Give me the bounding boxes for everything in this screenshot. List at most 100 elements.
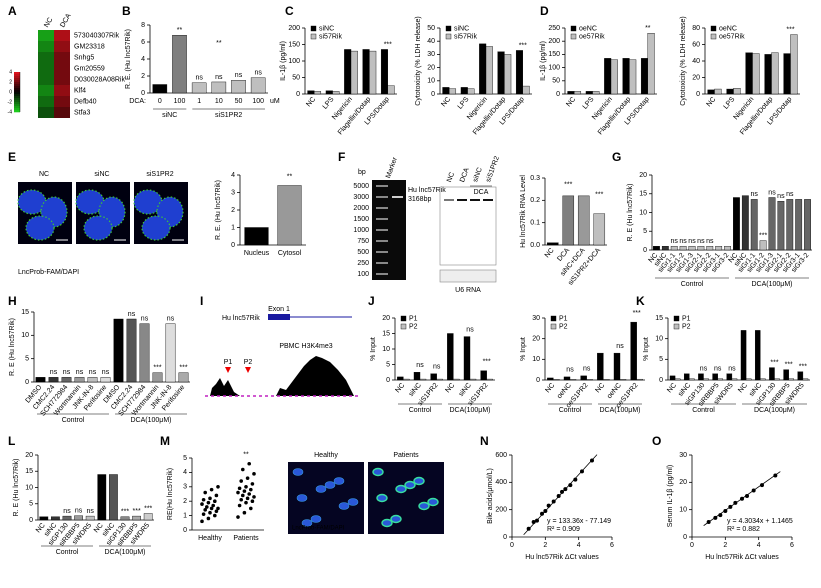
panel-letter: N: [480, 434, 489, 448]
y-tick-label: 10: [427, 78, 435, 85]
y-tick-label: 100: [288, 58, 300, 65]
significance: **: [287, 173, 293, 180]
legend-swatch: [445, 25, 452, 32]
bar: [640, 58, 649, 95]
significance: ***: [785, 362, 793, 369]
colorbar-step: [14, 82, 20, 85]
significance: ***: [786, 26, 794, 33]
bar: [585, 91, 593, 95]
bar: [752, 53, 760, 95]
bar: [244, 227, 269, 246]
y-tick-label: 20: [639, 172, 647, 179]
primer-label: P1: [224, 359, 233, 366]
panel-letter: I: [200, 294, 203, 308]
panel-letter: C: [285, 4, 294, 18]
y-tick-label: 200: [288, 25, 300, 32]
y-axis-label: Cytotoxicity (% LDH release): [680, 16, 687, 105]
image-caption: LncProb-FAM/DAPI: [292, 526, 345, 532]
gel-frame: [439, 186, 497, 266]
y-tick-label: 0.2: [530, 197, 540, 204]
significance: ns: [679, 238, 687, 245]
bar: [769, 367, 775, 381]
bar: [750, 199, 758, 251]
y-tick-label: 80: [692, 25, 700, 32]
significance: ns: [583, 366, 591, 373]
bar: [486, 378, 493, 381]
bar: [679, 246, 687, 251]
heatmap-cell: [38, 63, 54, 74]
x-tick-label: 6: [610, 542, 614, 549]
dot: [237, 503, 242, 508]
significance: ns: [697, 238, 705, 245]
dot: [208, 496, 212, 501]
y-tick-label: 250: [548, 25, 560, 32]
image-title: siS1PR2: [146, 171, 173, 178]
ladder-size: 1000: [353, 227, 369, 234]
significance: ***: [770, 359, 778, 366]
y-tick-label: 0: [643, 247, 647, 254]
group-label: DCA(100μM): [131, 417, 172, 424]
x-tick-label: LPS: [723, 96, 737, 111]
bar: [683, 373, 690, 381]
dot: [242, 489, 247, 493]
x-tick-label: NC: [728, 252, 740, 264]
bar: [760, 378, 766, 381]
significance: ***: [564, 182, 572, 189]
colorbar-step: [14, 90, 20, 93]
y-tick-label: 0.3: [530, 175, 540, 182]
colorbar-step: [14, 100, 20, 103]
bar: [504, 54, 512, 95]
y-axis-label: % Input: [520, 337, 527, 361]
bar: [332, 91, 340, 95]
significance: ***: [483, 359, 491, 366]
ladder-size: 3000: [353, 194, 369, 201]
x-tick-label: Cytosol: [278, 250, 302, 257]
bar: [546, 242, 559, 246]
cell: [347, 498, 359, 506]
dot: [236, 490, 240, 495]
bar: [622, 58, 630, 95]
dot: [211, 503, 215, 508]
colorbar-tick-label: 0: [9, 89, 12, 95]
legend-swatch: [710, 33, 717, 40]
bar: [132, 515, 141, 521]
x-tick-label: NC: [648, 252, 660, 264]
x-tick-label: 6: [790, 542, 794, 549]
bar: [630, 321, 637, 381]
y-tick-label: 4: [183, 469, 187, 476]
significance: ***: [153, 365, 161, 372]
legend-label: oe57Rik: [719, 33, 745, 40]
dot: [236, 515, 240, 519]
heatmap-cell: [38, 52, 54, 63]
bar: [592, 91, 600, 95]
image-title: Patients: [393, 452, 419, 459]
y-tick-label: 40: [427, 38, 435, 45]
bar: [369, 50, 377, 95]
significance: **: [177, 27, 183, 34]
cell: [324, 481, 336, 489]
y-tick-label: 10: [21, 332, 29, 339]
colorbar-step: [14, 80, 20, 83]
dot: [241, 467, 245, 472]
y-tick-label: 15: [25, 468, 33, 475]
x-tick-label: NC: [544, 382, 556, 394]
y-tick-label: 60: [692, 41, 700, 48]
x-tick-label: siNC: [408, 382, 423, 398]
bar: [610, 59, 618, 95]
significance: ns: [141, 316, 149, 323]
colorbar-tick-label: 4: [9, 69, 12, 75]
bar: [307, 90, 315, 95]
bar: [717, 378, 724, 381]
significance: ns: [671, 238, 679, 245]
x-tick-label: 0: [158, 98, 162, 105]
x-tick-label: NC: [440, 96, 452, 108]
ladder-title: bp: [358, 169, 366, 176]
bar: [547, 377, 554, 381]
y-tick-label: 30: [427, 51, 435, 58]
x-tick-label: NC: [666, 382, 678, 394]
gene-label: Hu lnc57Rik: [222, 315, 260, 322]
cell: [315, 485, 327, 493]
colorbar-tick-label: -4: [8, 109, 13, 115]
cell: [301, 519, 313, 527]
bar: [553, 379, 560, 381]
